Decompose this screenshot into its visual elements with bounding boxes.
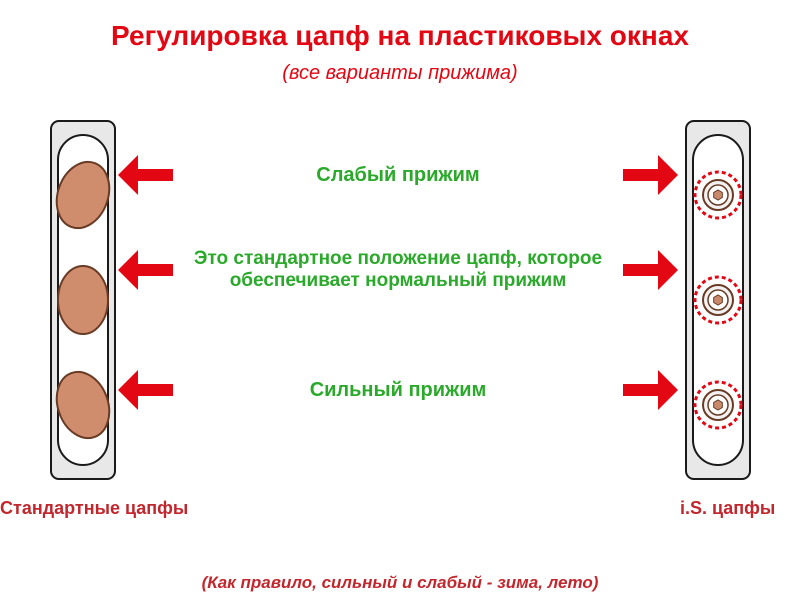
rail-is-svg [685, 120, 751, 480]
cam-round [695, 172, 741, 218]
label-row-standard: Это стандартное положение цапф, которое … [118, 248, 678, 292]
arrow-left-icon [118, 250, 173, 290]
label-strong: Сильный прижим [179, 379, 617, 402]
arrow-right-icon [623, 155, 678, 195]
label-weak: Слабый прижим [179, 164, 617, 187]
caption-is: i.S. цапфы [680, 498, 775, 519]
cam-round [695, 382, 741, 428]
arrow-left-icon [118, 155, 173, 195]
arrow-left-icon [118, 370, 173, 410]
rail-standard-svg [50, 120, 116, 480]
page-subtitle: (все варианты прижима) [0, 62, 800, 85]
rail-standard [50, 120, 116, 480]
cam-round [695, 277, 741, 323]
cam-ellipse [58, 266, 108, 334]
page-title: Регулировка цапф на пластиковых окнах [0, 20, 800, 52]
arrow-right-icon [623, 370, 678, 410]
footer-note: (Как правило, сильный и слабый - зима, л… [0, 573, 800, 593]
caption-standard: Стандартные цапфы [0, 498, 188, 519]
label-row-weak: Слабый прижим [118, 155, 678, 195]
arrow-right-icon [623, 250, 678, 290]
label-row-strong: Сильный прижим [118, 370, 678, 410]
rail-is [685, 120, 751, 480]
label-standard: Это стандартное положение цапф, которое … [179, 248, 617, 292]
